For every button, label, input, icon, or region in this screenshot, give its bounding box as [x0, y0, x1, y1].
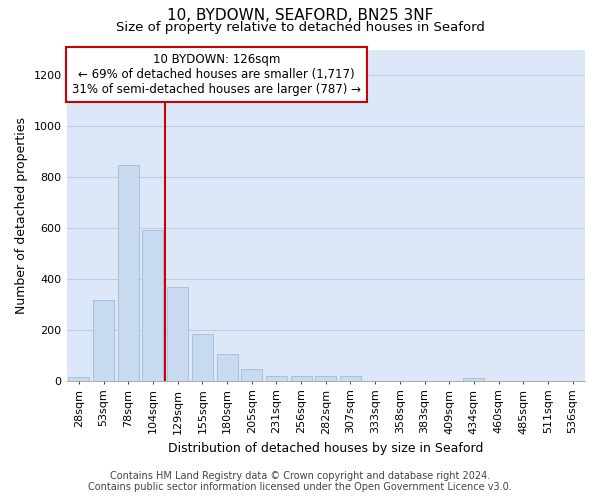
Bar: [463, 378, 484, 381]
Text: 10 BYDOWN: 126sqm
← 69% of detached houses are smaller (1,717)
31% of semi-detac: 10 BYDOWN: 126sqm ← 69% of detached hous…: [72, 54, 361, 96]
Bar: [217, 354, 238, 381]
Y-axis label: Number of detached properties: Number of detached properties: [15, 117, 28, 314]
Bar: [93, 300, 114, 381]
Bar: [290, 376, 311, 381]
Text: Contains HM Land Registry data © Crown copyright and database right 2024.
Contai: Contains HM Land Registry data © Crown c…: [88, 471, 512, 492]
Text: 10, BYDOWN, SEAFORD, BN25 3NF: 10, BYDOWN, SEAFORD, BN25 3NF: [167, 8, 433, 22]
Bar: [315, 376, 336, 381]
Text: Size of property relative to detached houses in Seaford: Size of property relative to detached ho…: [116, 21, 484, 34]
Bar: [68, 377, 89, 381]
Bar: [167, 286, 188, 381]
Bar: [266, 376, 287, 381]
Bar: [192, 334, 213, 381]
Bar: [142, 230, 163, 381]
Bar: [241, 369, 262, 381]
Bar: [118, 165, 139, 381]
X-axis label: Distribution of detached houses by size in Seaford: Distribution of detached houses by size …: [168, 442, 484, 455]
Bar: [340, 376, 361, 381]
